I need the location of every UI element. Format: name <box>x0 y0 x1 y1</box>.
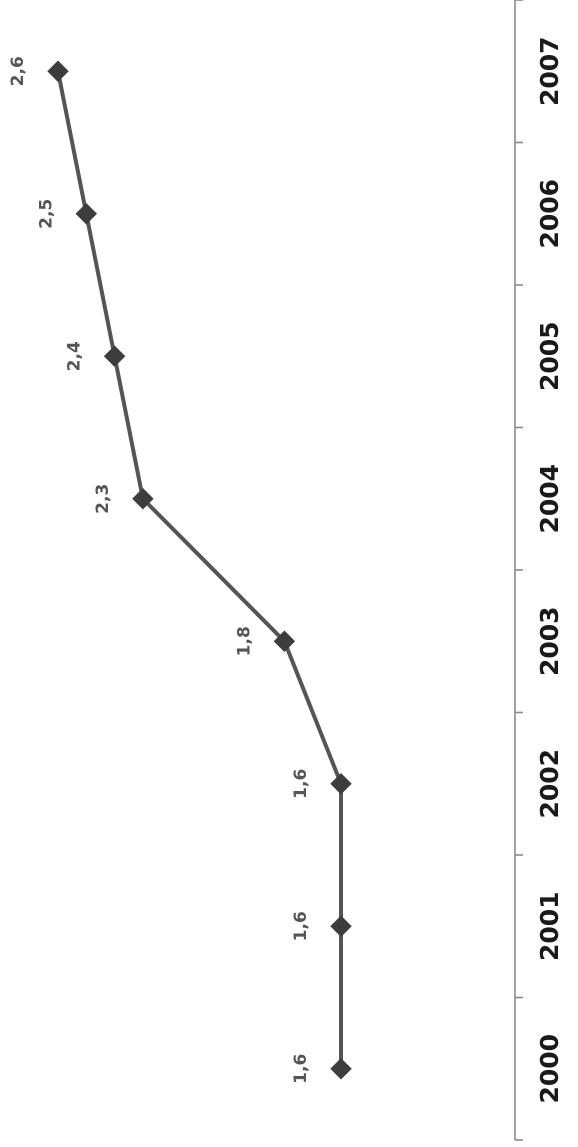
data-label: 2,4 <box>65 341 85 371</box>
category-label: 2004 <box>535 464 564 534</box>
category-axis-ticks <box>515 0 523 1141</box>
data-point-marker <box>330 915 352 937</box>
data-point-marker <box>273 630 296 652</box>
data-label: 2,6 <box>8 56 28 86</box>
category-label: 2000 <box>535 1034 564 1104</box>
category-label: 2002 <box>535 749 564 819</box>
data-point-marker <box>103 345 126 367</box>
data-label: 1,6 <box>291 911 311 941</box>
data-label: 2,3 <box>93 484 113 514</box>
data-label: 1,8 <box>234 626 254 656</box>
series-group <box>47 60 352 1080</box>
data-point-marker <box>47 60 69 82</box>
data-point-marker <box>330 1058 352 1080</box>
category-axis-labels: 2000 2001 2002 2003 2004 2005 2006 2007 <box>535 36 564 1103</box>
data-point-marker <box>75 203 98 225</box>
category-label: 2003 <box>535 606 564 676</box>
series-line <box>56 70 343 1069</box>
category-label: 2007 <box>535 36 564 106</box>
data-point-marker <box>132 488 154 510</box>
category-label: 2006 <box>535 179 564 249</box>
category-label: 2005 <box>535 321 564 391</box>
data-label: 2,5 <box>36 199 56 229</box>
data-label: 1,6 <box>291 769 311 799</box>
data-point-marker <box>330 773 352 795</box>
category-label: 2001 <box>535 891 564 961</box>
data-labels: 1,6 1,6 1,6 1,8 2,3 2,4 2,5 2,6 <box>8 56 311 1084</box>
data-label: 1,6 <box>291 1054 311 1084</box>
